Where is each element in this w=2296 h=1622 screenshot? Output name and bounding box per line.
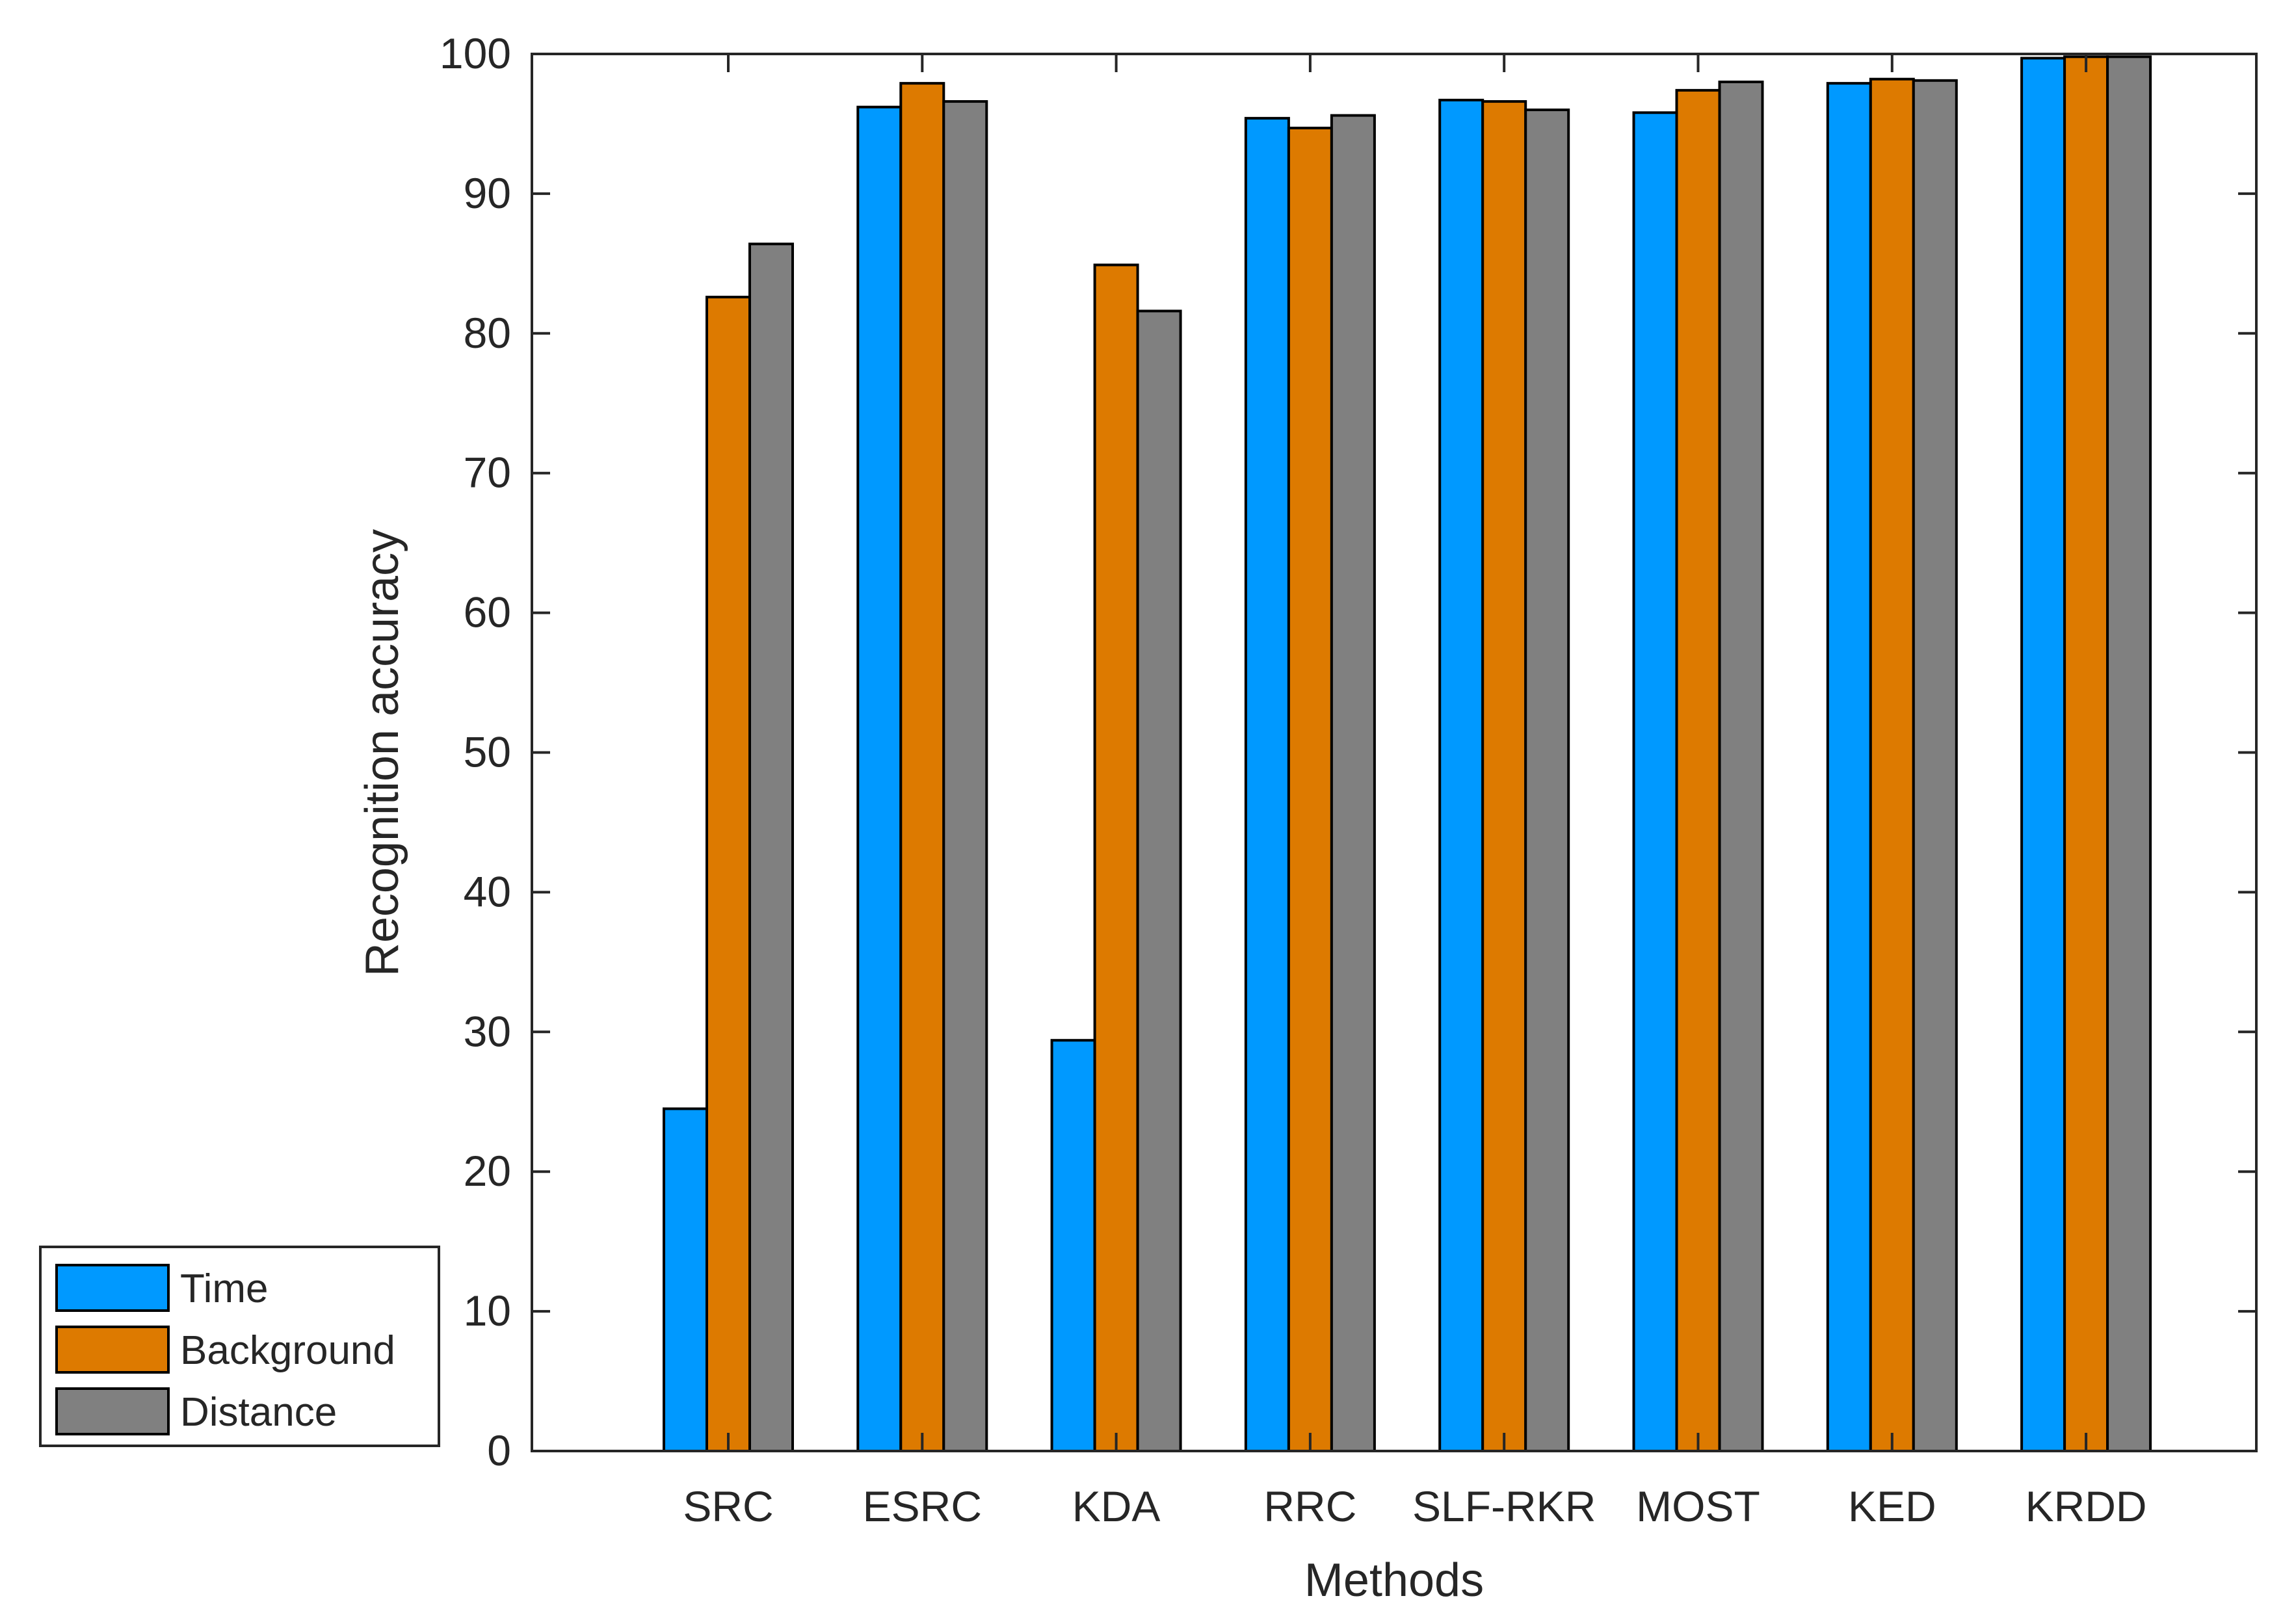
x-axis-title: Methods [1304,1554,1484,1606]
y-axis-title: Recognition accuracy [356,529,408,976]
bar-time-slf-rkr [1438,98,1484,1453]
x-category-label: KED [1848,1482,1936,1530]
y-tick-label: 20 [464,1147,511,1195]
bar-background-rrc [1287,126,1333,1453]
legend-items: Time Background Distance [55,1264,395,1435]
labels-layer: 0 10 20 30 40 50 60 70 80 90 100 SRC ESRC KDA RRC SLF-R… [440,29,2147,1530]
bars-layer [663,55,2152,1453]
x-category-label: RRC [1263,1482,1356,1530]
y-tick-label: 90 [464,169,511,217]
legend-swatch-time [55,1264,170,1312]
y-tick-label: 30 [464,1007,511,1055]
bar-time-esrc [856,105,903,1452]
bar-time-most [1632,111,1678,1452]
x-category-label: MOST [1636,1482,1760,1530]
x-category-label: ESRC [863,1482,982,1530]
bar-distance-ked [1912,79,1958,1452]
bar-background-kda [1093,263,1139,1452]
y-tick-label: 40 [464,867,511,915]
bar-distance-rrc [1330,114,1376,1453]
axes-layer [531,53,2258,1452]
bar-background-slf-rkr [1481,100,1527,1453]
bar-background-krdd [2063,55,2109,1452]
bar-background-ked [1869,77,1915,1453]
bar-distance-krdd [2106,55,2152,1452]
x-category-label: KRDD [2025,1482,2147,1530]
y-tick-label: 80 [464,309,511,357]
legend-label-time: Time [180,1266,268,1311]
bar-distance-esrc [942,100,988,1453]
bar-time-ked [1826,82,1872,1453]
bar-distance-kda [1136,309,1182,1452]
y-tick-label: 50 [464,728,511,776]
y-tick-label: 70 [464,449,511,497]
y-tick-label: 60 [464,588,511,636]
legend-swatch-distance [55,1387,170,1435]
y-tick-label: 10 [464,1287,511,1335]
legend-label-distance: Distance [180,1390,337,1435]
bar-distance-most [1718,80,1764,1453]
x-category-label: SLF-RKR [1412,1482,1596,1530]
y-tick-label: 0 [487,1426,511,1474]
bar-background-src [706,295,751,1452]
bar-background-most [1675,88,1721,1452]
bar-distance-src [748,242,794,1452]
x-category-label: SRC [683,1482,773,1530]
legend: Time Background Distance [39,1246,440,1447]
bar-distance-slf-rkr [1524,108,1570,1453]
bar-time-src [663,1107,708,1452]
bar-time-rrc [1244,116,1290,1452]
bar-background-esrc [899,82,945,1453]
x-category-label: KDA [1072,1482,1161,1530]
y-tick-label: 100 [440,29,511,77]
legend-swatch-background [55,1326,170,1374]
bar-time-kda [1050,1039,1096,1452]
legend-label-background: Background [180,1328,395,1373]
bar-time-krdd [2020,57,2066,1452]
